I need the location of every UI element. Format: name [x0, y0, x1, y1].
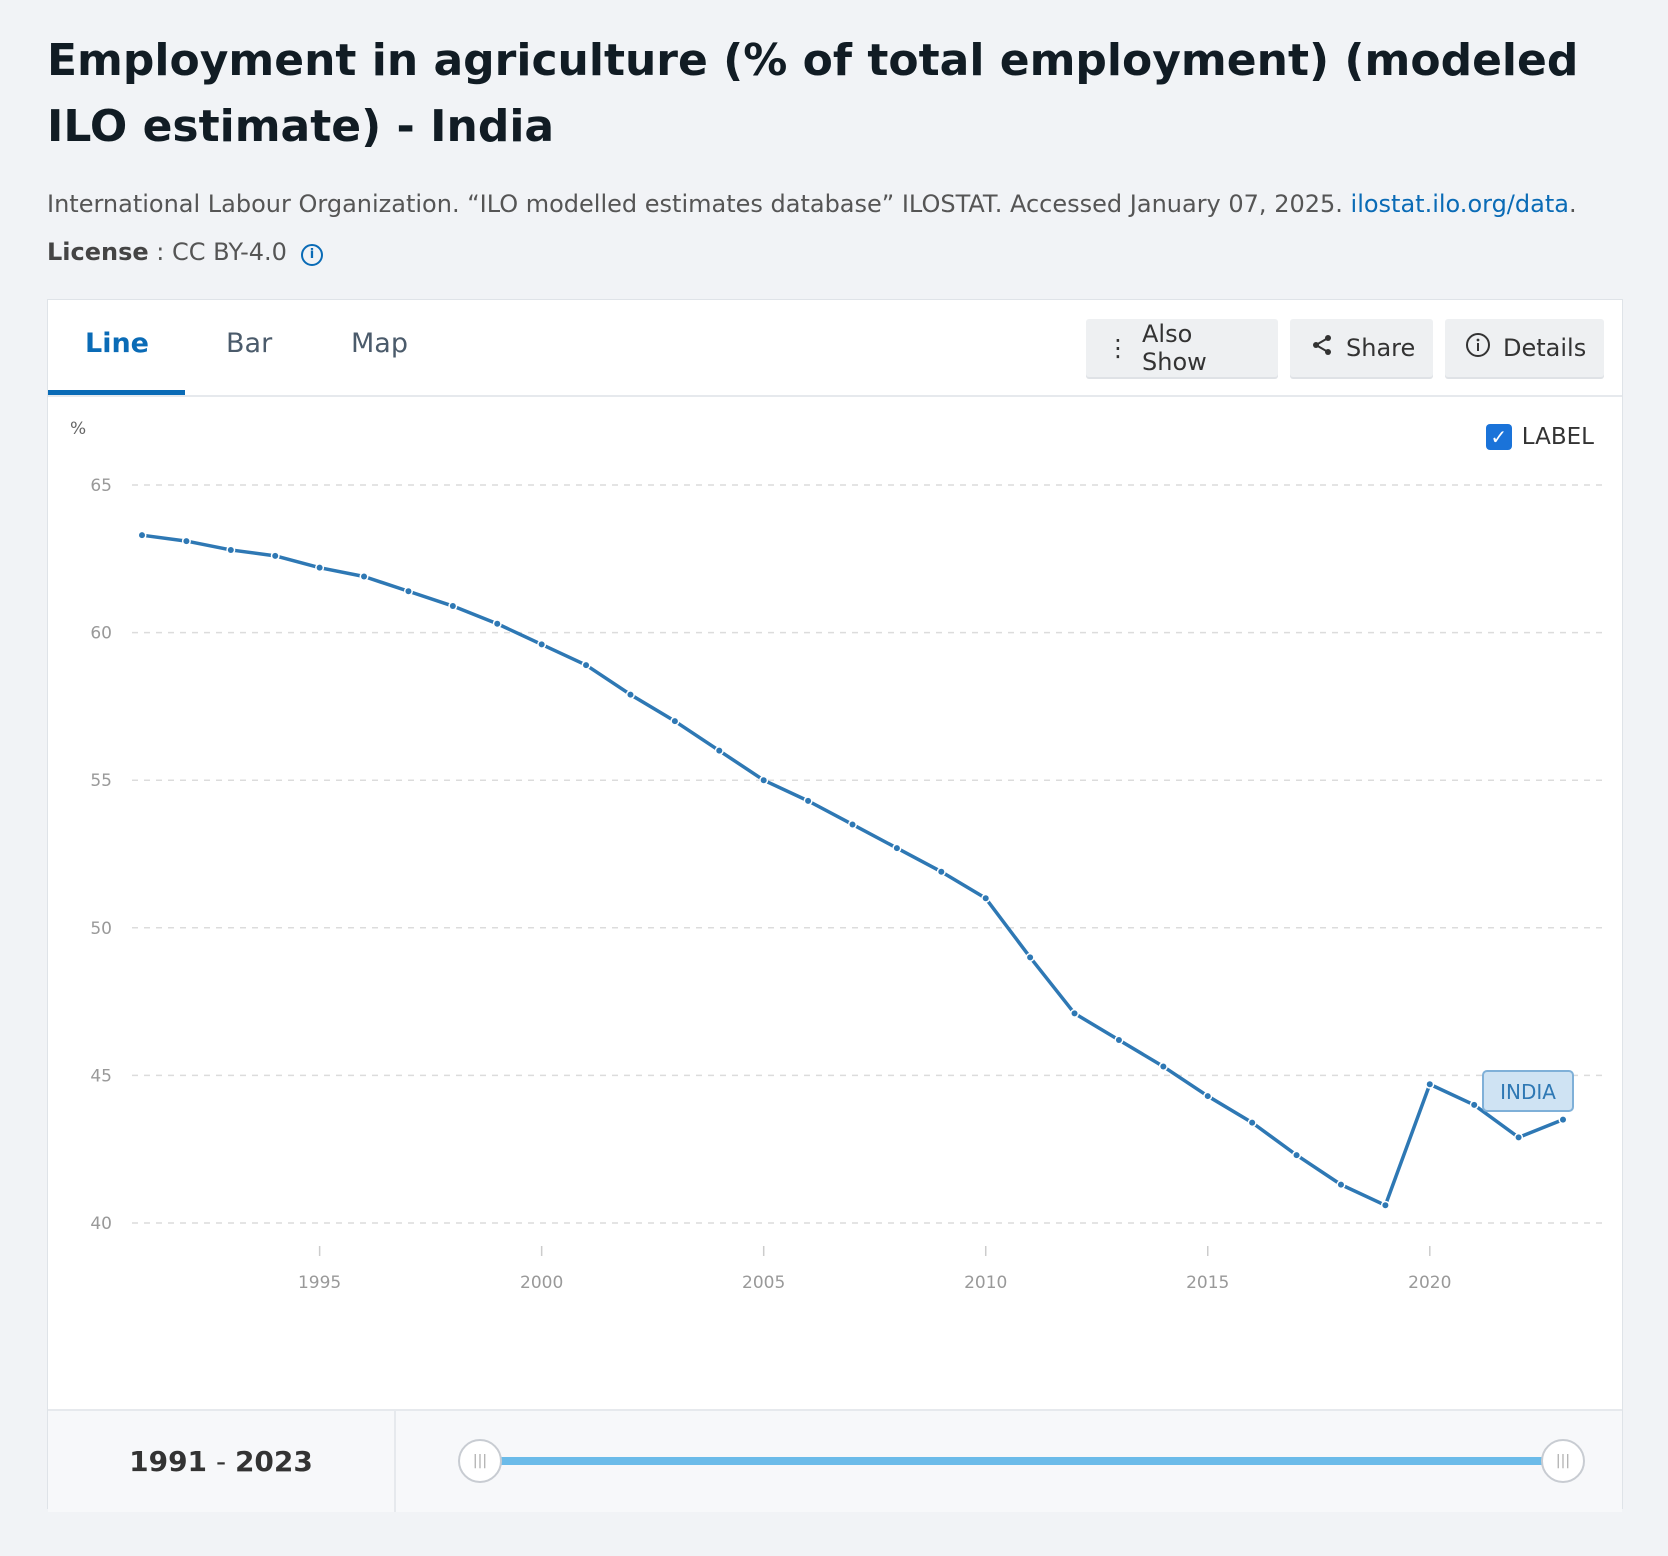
source-text: International Labour Organization. “ILO …: [47, 190, 1351, 218]
source-citation: International Labour Organization. “ILO …: [47, 190, 1577, 218]
series-label-box: [1482, 1070, 1574, 1112]
source-period: .: [1568, 190, 1577, 218]
details-button[interactable]: Details: [1445, 319, 1604, 377]
x-tick-label: 2015: [1186, 1273, 1229, 1293]
y-tick-label: 65: [90, 476, 112, 496]
share-icon: [1310, 333, 1334, 363]
info-icon[interactable]: i: [300, 244, 323, 266]
data-point: [137, 530, 147, 540]
data-point: [403, 586, 413, 596]
chart-tabs: Line Bar Map ⋮ Also Show Share Details: [48, 300, 1622, 397]
line-chart: % 65 60 55 50 45 40 1995 2000 2005 2010 2015 2020 IND…: [70, 419, 1602, 1293]
details-label: Details: [1503, 334, 1587, 362]
range-slider-start-handle[interactable]: |||: [458, 1439, 502, 1483]
range-start: 1991: [129, 1445, 208, 1478]
data-point: [1114, 1035, 1124, 1045]
tab-map[interactable]: Map: [351, 328, 408, 359]
data-point: [1158, 1062, 1168, 1072]
data-point: [714, 746, 724, 756]
y-tick-label: 40: [90, 1214, 112, 1234]
license-value: CC BY-4.0: [172, 238, 287, 266]
page-title: Employment in agriculture (% of total em…: [47, 35, 1579, 152]
data-point: [1025, 952, 1035, 962]
data-point: [981, 893, 991, 903]
license: License : CC BY-4.0 i: [47, 238, 323, 266]
data-point: [625, 690, 635, 700]
source-link[interactable]: ilostat.ilo.org/data: [1350, 190, 1569, 218]
time-range-footer: 1991 - 2023 ||| |||: [48, 1409, 1622, 1512]
x-tick-label: 2005: [742, 1273, 785, 1293]
more-vertical-icon: ⋮: [1106, 334, 1130, 362]
checkbox-checked-icon[interactable]: ✓: [1485, 424, 1512, 450]
data-point: [1070, 1008, 1080, 1018]
y-tick-label: 45: [90, 1066, 112, 1086]
year-range: 1991 - 2023: [48, 1411, 396, 1512]
x-tick-label: 2020: [1408, 1273, 1451, 1293]
x-tick-label: 2000: [520, 1273, 563, 1293]
tab-line[interactable]: Line: [85, 328, 149, 359]
label-toggle-text: LABEL: [1521, 424, 1594, 450]
info-icon: [1465, 332, 1491, 364]
data-point: [448, 601, 458, 611]
license-sep: :: [148, 238, 173, 266]
range-sep: -: [207, 1445, 235, 1478]
data-point: [1380, 1200, 1390, 1210]
data-point: [803, 796, 813, 806]
data-point: [1203, 1091, 1213, 1101]
data-point: [226, 545, 236, 555]
license-label: License: [47, 238, 149, 266]
label-toggle[interactable]: ✓ LABEL: [1485, 424, 1594, 450]
series-label-india: INDIA: [1500, 1080, 1556, 1104]
data-point: [1336, 1180, 1346, 1190]
data-point: [892, 843, 902, 853]
data-point: [270, 551, 280, 561]
x-tick-label: 1995: [298, 1273, 341, 1293]
y-tick-label: 60: [90, 624, 112, 644]
data-point: [1247, 1118, 1257, 1128]
y-axis-unit: %: [70, 419, 86, 439]
data-point: [848, 819, 857, 829]
also-show-label: Also Show: [1142, 320, 1207, 376]
data-point: [492, 619, 502, 629]
data-point: [181, 536, 191, 546]
range-slider-end-handle[interactable]: |||: [1541, 1439, 1585, 1483]
data-point: [1469, 1100, 1479, 1110]
data-point: [1425, 1079, 1435, 1089]
active-tab-indicator: [48, 390, 185, 395]
also-show-button[interactable]: ⋮ Also Show: [1086, 319, 1278, 377]
data-point: [315, 563, 325, 573]
x-tick-label: 2010: [964, 1273, 1007, 1293]
share-button[interactable]: Share: [1290, 319, 1433, 377]
range-slider-track[interactable]: [478, 1457, 1558, 1465]
share-label: Share: [1346, 334, 1416, 362]
y-tick-label: 50: [90, 919, 112, 939]
chart-card: Line Bar Map ⋮ Also Show Share Details ✓ L…: [47, 299, 1623, 1512]
data-point: [537, 639, 547, 649]
data-point: [581, 660, 591, 670]
series-line-india: [141, 533, 1564, 1208]
data-point: [1514, 1132, 1524, 1142]
data-point: [1292, 1150, 1302, 1160]
data-point: [936, 867, 946, 877]
data-point: [670, 716, 680, 726]
data-point: [359, 572, 369, 582]
data-point: [759, 775, 769, 785]
data-point: [1558, 1115, 1568, 1125]
tab-bar[interactable]: Bar: [226, 328, 273, 359]
y-tick-label: 55: [90, 771, 112, 791]
range-end: 2023: [234, 1445, 313, 1478]
